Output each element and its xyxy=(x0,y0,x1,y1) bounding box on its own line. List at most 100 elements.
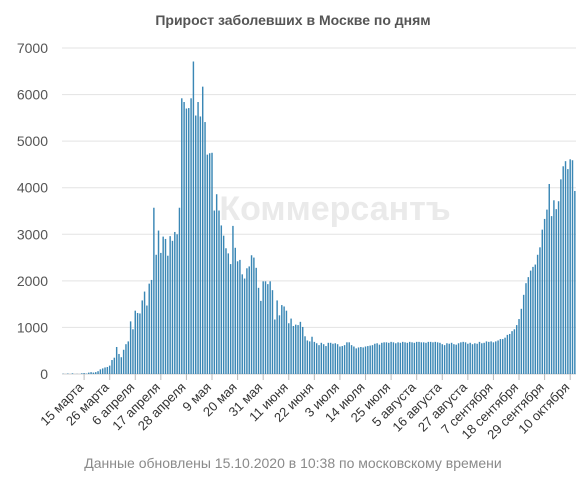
bar xyxy=(532,266,534,374)
bar xyxy=(218,210,220,374)
y-tick-label: 0 xyxy=(40,366,48,382)
bar xyxy=(232,225,234,374)
bar xyxy=(171,240,174,374)
y-tick-label: 2000 xyxy=(17,273,48,289)
bar xyxy=(122,349,125,374)
bar xyxy=(495,341,497,374)
y-tick-label: 5000 xyxy=(17,133,48,149)
bar xyxy=(283,306,285,374)
bar xyxy=(141,300,143,374)
bar xyxy=(308,341,311,374)
bar xyxy=(297,325,299,374)
bar xyxy=(174,231,176,374)
bar xyxy=(222,235,225,374)
bar xyxy=(478,341,481,374)
bar xyxy=(485,341,488,374)
bar xyxy=(150,279,153,374)
bar xyxy=(327,342,330,374)
bar xyxy=(106,367,109,374)
bar xyxy=(104,367,106,374)
bars xyxy=(62,61,576,375)
bar xyxy=(395,343,397,374)
bar xyxy=(457,343,460,374)
bar xyxy=(118,353,120,374)
watermark: Коммерсантъ xyxy=(219,190,450,228)
bar xyxy=(260,300,262,374)
y-tick-label: 3000 xyxy=(17,226,48,242)
bar xyxy=(397,342,399,374)
bar xyxy=(176,234,178,374)
bar xyxy=(178,207,181,374)
bar xyxy=(436,342,439,374)
bar xyxy=(197,102,199,375)
bar xyxy=(429,341,432,374)
update-note: Данные обновлены 15.10.2020 в 10:38 по м… xyxy=(84,455,502,471)
bar xyxy=(257,287,260,374)
bar xyxy=(315,343,318,374)
bar xyxy=(181,98,183,375)
bar xyxy=(392,342,395,374)
bar xyxy=(134,310,136,374)
bar xyxy=(450,342,453,374)
bar xyxy=(208,153,211,374)
bar xyxy=(239,259,241,374)
bar xyxy=(108,365,111,374)
bar xyxy=(497,340,499,374)
bar xyxy=(88,372,90,374)
bar xyxy=(502,339,504,374)
bar xyxy=(557,201,560,374)
bar xyxy=(255,267,257,374)
bar xyxy=(369,345,371,374)
bar xyxy=(415,341,418,374)
bar xyxy=(322,344,325,374)
bar xyxy=(539,247,541,374)
bar xyxy=(360,346,362,374)
bar xyxy=(462,341,464,374)
bar xyxy=(355,348,357,374)
bar xyxy=(362,347,364,374)
bar xyxy=(288,323,290,374)
bar xyxy=(299,321,302,374)
bar xyxy=(411,342,413,374)
bar xyxy=(353,346,355,374)
y-axis-ticks: 0 1000 2000 3000 4000 5000 6000 7000 xyxy=(17,40,48,382)
bar xyxy=(183,102,185,375)
bar xyxy=(155,254,157,374)
bar xyxy=(490,341,492,374)
bar xyxy=(271,290,274,374)
bar xyxy=(553,200,555,374)
bar xyxy=(453,344,455,374)
bar xyxy=(511,331,513,374)
bar xyxy=(313,341,316,374)
bar xyxy=(304,336,306,374)
bar xyxy=(336,344,339,374)
bar xyxy=(318,345,320,374)
bar xyxy=(364,346,367,374)
bar xyxy=(427,341,430,374)
bar xyxy=(422,342,425,374)
bar xyxy=(185,108,188,374)
bar xyxy=(274,319,276,374)
bar xyxy=(560,179,562,374)
bar xyxy=(253,257,255,374)
bar xyxy=(129,321,132,374)
bar xyxy=(264,281,267,374)
bar xyxy=(439,342,441,374)
bar xyxy=(285,310,288,374)
bar xyxy=(295,324,297,374)
grid-lines xyxy=(62,47,576,375)
bar xyxy=(499,339,502,374)
bar xyxy=(281,305,283,374)
bar xyxy=(213,210,216,374)
bar xyxy=(408,341,411,374)
bar xyxy=(111,360,113,374)
bar xyxy=(136,312,139,374)
bar xyxy=(262,281,264,374)
bar xyxy=(418,341,420,374)
bar xyxy=(522,294,525,374)
bar xyxy=(515,325,518,374)
bar xyxy=(195,115,197,374)
bar xyxy=(546,209,548,374)
bar xyxy=(325,346,327,374)
bar xyxy=(374,343,376,374)
